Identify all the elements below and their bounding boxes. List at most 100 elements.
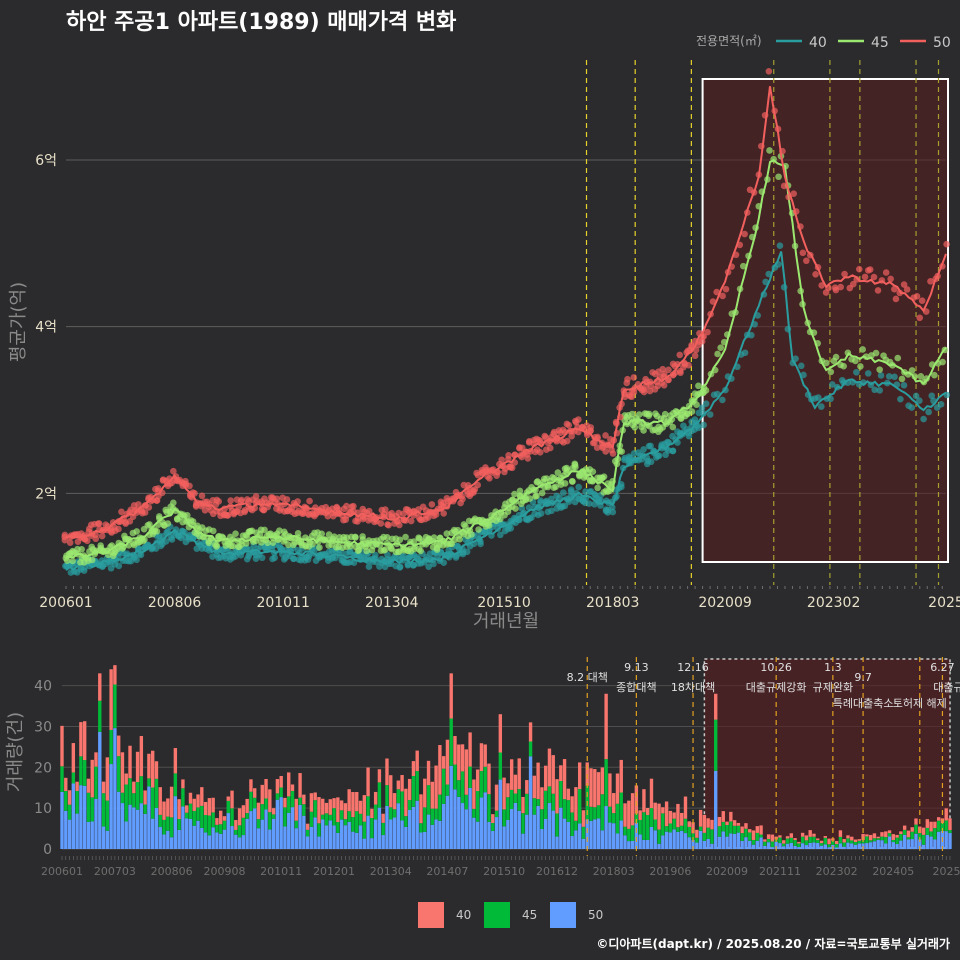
bar-50 — [751, 844, 756, 849]
data-point — [587, 424, 595, 431]
bar-50 — [785, 843, 790, 849]
bar-40 — [766, 834, 771, 839]
bar-40 — [377, 769, 382, 783]
data-point — [837, 283, 844, 291]
bar-50 — [895, 844, 899, 849]
data-point — [526, 514, 534, 522]
volume-legend-label-45: 45 — [522, 908, 537, 922]
bar-40 — [623, 803, 627, 827]
bar-45 — [751, 839, 756, 845]
bar-40 — [305, 823, 310, 830]
bar-40 — [268, 789, 272, 813]
data-point — [714, 350, 721, 358]
bar-50 — [691, 840, 695, 849]
bar-50 — [933, 839, 937, 849]
bar-45 — [234, 829, 238, 835]
bar-40 — [619, 759, 623, 793]
bar-50 — [702, 840, 707, 849]
bar-45 — [823, 837, 827, 845]
bar-45 — [664, 826, 669, 832]
bar-50 — [521, 833, 525, 849]
bar-45 — [653, 819, 657, 831]
bar-45 — [302, 804, 306, 816]
bar-45 — [464, 794, 469, 810]
bar-40 — [853, 839, 858, 842]
bar-50 — [566, 821, 571, 849]
data-point — [575, 416, 582, 423]
bar-45 — [812, 836, 816, 843]
bar-40 — [816, 838, 820, 841]
data-point — [894, 354, 902, 362]
bar-45 — [162, 819, 166, 835]
bar-50 — [313, 817, 317, 849]
bar-50 — [468, 787, 472, 849]
bar-40 — [906, 830, 911, 838]
bar-45 — [188, 803, 193, 819]
data-point — [741, 349, 749, 357]
bar-50 — [902, 835, 907, 849]
bar-40 — [521, 796, 525, 814]
bar-50 — [226, 813, 230, 849]
bar-40 — [230, 790, 234, 809]
data-point — [700, 421, 707, 429]
bar-40 — [872, 833, 877, 839]
bar-50 — [143, 813, 147, 849]
bar-40 — [468, 732, 472, 767]
data-point — [186, 482, 193, 490]
bar-45 — [525, 793, 529, 815]
data-point — [159, 519, 166, 526]
bar-40 — [517, 758, 521, 790]
data-point — [602, 432, 609, 439]
y2-tick-label: 10 — [34, 801, 52, 817]
bar-50 — [419, 832, 423, 849]
bar-40 — [914, 818, 918, 825]
data-point — [585, 500, 593, 507]
data-point — [384, 521, 391, 528]
data-point — [568, 432, 575, 440]
bar-45 — [185, 812, 189, 819]
bar-40 — [800, 832, 805, 837]
bar-45 — [472, 808, 476, 818]
data-point — [554, 469, 562, 476]
bar-50 — [82, 785, 87, 849]
bar-40 — [676, 803, 680, 828]
data-point — [343, 502, 350, 510]
bar-45 — [355, 811, 359, 833]
bar-50 — [498, 779, 503, 849]
data-point — [69, 557, 76, 565]
bar-45 — [105, 800, 110, 831]
bar-45 — [475, 790, 480, 822]
data-point — [207, 507, 215, 514]
price-panel: 2억 4억 6억 200601 200806 201011 201304 201510 2018… — [8, 60, 960, 632]
bar-40 — [551, 755, 555, 794]
bar-40 — [664, 801, 669, 827]
bar-40 — [649, 778, 654, 809]
x2-tick-label: 201906 — [649, 865, 691, 878]
legend-label-45: 45 — [871, 35, 889, 51]
bar-40 — [498, 714, 503, 753]
bar-45 — [691, 833, 695, 841]
bar-45 — [899, 834, 903, 841]
data-point — [94, 520, 102, 528]
bar-50 — [154, 808, 159, 849]
bar-45 — [657, 829, 661, 844]
bar-40 — [925, 819, 930, 828]
bar-50 — [472, 817, 476, 849]
bar-45 — [226, 800, 230, 814]
bar-40 — [483, 744, 487, 767]
bar-45 — [929, 831, 933, 837]
bar-40 — [275, 779, 280, 794]
bar-45 — [419, 823, 423, 833]
bar-50 — [547, 803, 552, 849]
x2-tick-label: 20250 — [933, 865, 960, 878]
bar-45 — [816, 840, 820, 844]
bar-40 — [494, 784, 499, 811]
data-point — [898, 375, 906, 383]
data-point — [88, 543, 95, 551]
bar-45 — [491, 822, 495, 831]
bar-50 — [517, 810, 521, 849]
data-point — [645, 410, 653, 418]
bar-45 — [936, 820, 941, 832]
data-point — [154, 485, 162, 492]
policy-label-2: 18차대책 — [671, 681, 715, 694]
